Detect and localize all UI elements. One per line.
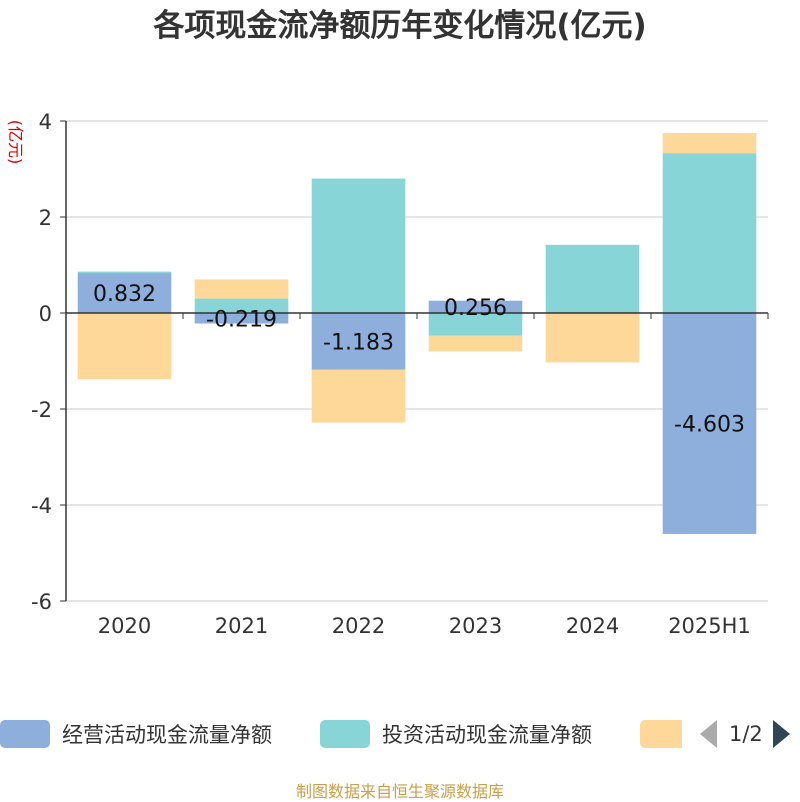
data-label: 0.256 (444, 296, 507, 321)
data-label: -1.183 (323, 330, 394, 355)
legend: 经营活动现金流量净额 投资活动现金流量净额 1/2 (0, 714, 800, 754)
legend-next-arrow-icon[interactable] (772, 720, 790, 748)
bar-segment (311, 313, 406, 370)
bar-segment (311, 178, 406, 313)
y-tick-label: -6 (31, 590, 52, 614)
bar-segment (77, 313, 172, 380)
bar-segment (194, 298, 289, 313)
bar-segment (428, 335, 523, 352)
legend-swatch-operating (0, 720, 50, 748)
bar-segment (428, 313, 523, 336)
x-tick-label: 2024 (566, 614, 619, 638)
x-tick-label: 2023 (449, 614, 502, 638)
axes: 4 2 0 -2 -4 -6 2020 2021 2022 2023 2024 2025H1 (31, 110, 769, 638)
legend-item-operating[interactable]: 经营活动现金流量净额 (0, 714, 272, 754)
stacked-bar-chart: 4 2 0 -2 -4 -6 2020 2021 2022 2023 2024 2025H1 0.83… (6, 110, 769, 638)
bar-segment (662, 133, 757, 154)
x-tick-label: 2020 (98, 614, 151, 638)
legend-label-operating: 经营活动现金流量净额 (62, 723, 272, 747)
bar-segment (545, 313, 640, 363)
grid-lines (66, 120, 768, 602)
bar-segment (428, 300, 523, 313)
legend-page-indicator: 1/2 (729, 722, 763, 746)
bars (77, 133, 757, 534)
legend-item-investing[interactable]: 投资活动现金流量净额 (320, 714, 592, 754)
legend-pager: 1/2 (700, 714, 790, 754)
data-label: -0.219 (206, 307, 277, 332)
bar-segment (77, 271, 172, 274)
chart-title: 各项现金流净额历年变化情况(亿元) (153, 8, 647, 44)
bar-segment (545, 244, 640, 313)
x-tick-label: 2022 (332, 614, 385, 638)
legend-swatch-investing (320, 720, 370, 748)
legend-item-financing[interactable] (640, 714, 682, 754)
bar-segment (662, 153, 757, 313)
source-note: 制图数据来自恒生聚源数据库 (295, 782, 504, 801)
bar-segment (311, 369, 406, 423)
bar-segment (194, 279, 289, 299)
bar-segment (194, 313, 289, 324)
bar-segment (662, 313, 757, 534)
y-tick-label: 2 (39, 206, 52, 230)
y-axis-label: (亿元) (6, 120, 25, 165)
y-tick-label: 0 (39, 302, 52, 326)
bar-segment (77, 273, 172, 313)
data-label: 0.832 (93, 282, 156, 307)
x-tick-label: 2021 (215, 614, 268, 638)
y-tick-label: 4 (39, 110, 52, 134)
y-tick-label: -4 (31, 494, 52, 518)
legend-prev-arrow-icon[interactable] (700, 720, 717, 748)
y-tick-label: -2 (31, 398, 52, 422)
legend-swatch-financing (640, 720, 682, 748)
data-label: -4.603 (674, 412, 745, 437)
data-labels: 0.832 -0.219 -1.183 0.256 -4.603 (93, 282, 745, 437)
x-tick-label: 2025H1 (668, 614, 751, 638)
legend-label-investing: 投资活动现金流量净额 (382, 723, 592, 747)
